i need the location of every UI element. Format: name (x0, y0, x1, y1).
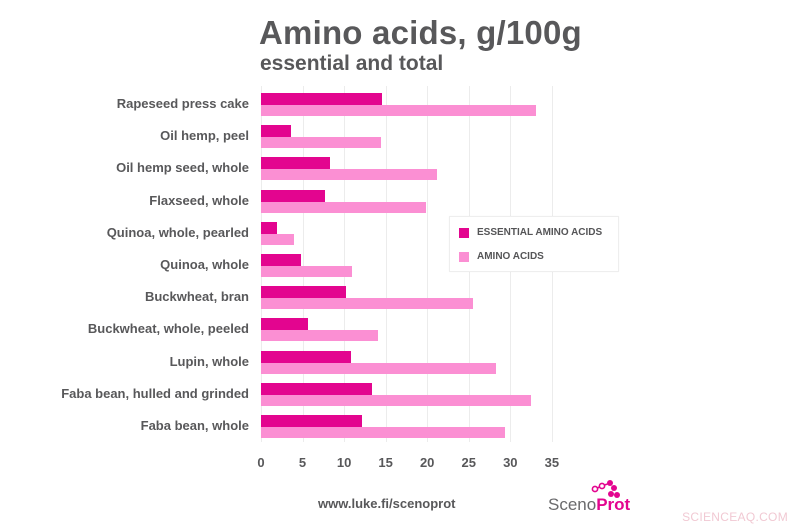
bar-essential (261, 189, 325, 202)
x-tick-label: 15 (378, 455, 393, 470)
watermark: SCIENCEAQ.COM (682, 510, 788, 524)
bar-group (261, 318, 561, 342)
bar-group (261, 157, 561, 181)
x-tick-label: 20 (419, 455, 435, 470)
category-label: Faba bean, whole (140, 418, 249, 433)
legend-item-total: AMINO ACIDS (459, 251, 544, 262)
category-label: Rapeseed press cake (116, 96, 249, 111)
bar-total (261, 137, 382, 149)
x-tick-label: 10 (336, 455, 352, 470)
legend-swatch-total (459, 251, 469, 262)
scenoprot-logo: ScenoProt (548, 478, 630, 518)
category-label: Faba bean, hulled and grinded (61, 385, 249, 401)
category-label: Flaxseed, whole (149, 192, 249, 208)
bar-total (261, 201, 427, 213)
bar-essential (261, 157, 330, 170)
x-tick-label: 35 (544, 455, 560, 470)
category-label: Oil hemp seed, whole (116, 160, 249, 176)
bar-group (261, 415, 561, 439)
bar-total (261, 330, 379, 342)
bar-total (261, 298, 473, 310)
chart-subtitle: essential and total (260, 52, 444, 75)
bar-total (261, 233, 295, 245)
gridline (344, 86, 346, 442)
bar-group (261, 382, 561, 407)
legend-swatch-essential (459, 227, 469, 238)
bar-total (261, 266, 353, 277)
bar-essential (261, 350, 351, 363)
legend-label-essential: ESSENTIAL AMINO ACIDS (477, 227, 603, 238)
footer-url[interactable]: www.luke.fi/scenoprot (318, 496, 456, 511)
bar-essential (261, 125, 291, 138)
bar-essential (261, 221, 277, 234)
bar-total (261, 362, 497, 374)
bar-total (261, 427, 506, 438)
x-tick-label: 5 (298, 455, 307, 470)
bar-group (261, 189, 561, 214)
gridline (427, 86, 429, 442)
bar-essential (261, 415, 363, 427)
bar-total (261, 169, 438, 181)
gridline (302, 86, 304, 442)
legend-item-essential: ESSENTIAL AMINO ACIDS (459, 227, 602, 238)
category-label: Quinoa, whole, pearled (106, 224, 249, 240)
x-tick-label: 25 (461, 455, 476, 470)
plot-area (261, 86, 561, 442)
category-label: Buckwheat, bran (144, 289, 249, 305)
bar-total (261, 394, 532, 406)
bar-essential (261, 93, 383, 105)
bar-essential (261, 286, 346, 299)
category-label: Oil hemp, peel (160, 128, 249, 144)
bar-essential (261, 254, 301, 266)
x-tick-label: 0 (257, 455, 265, 470)
chart-title: Amino acids, g/100g (259, 14, 582, 51)
category-label: Buckwheat, whole, peeled (87, 321, 249, 337)
category-label: Lupin, whole (169, 353, 249, 369)
legend-label-total: AMINO ACIDS (477, 251, 544, 262)
bar-essential (261, 318, 309, 331)
bar-group (261, 93, 561, 117)
bar-total (261, 105, 537, 116)
bar-group (261, 221, 561, 246)
legend: ESSENTIAL AMINO ACIDS AMINO ACIDS (449, 216, 619, 272)
x-tick-label: 30 (503, 455, 518, 470)
bar-essential (261, 382, 372, 395)
bar-group (261, 254, 561, 278)
logo-text: ScenoProt (548, 495, 631, 514)
molecule-icon (591, 480, 620, 498)
bar-group (261, 350, 561, 375)
category-label: Quinoa, whole (160, 257, 249, 272)
bar-group (261, 286, 561, 310)
bar-group (261, 125, 561, 149)
gridline (385, 86, 387, 442)
